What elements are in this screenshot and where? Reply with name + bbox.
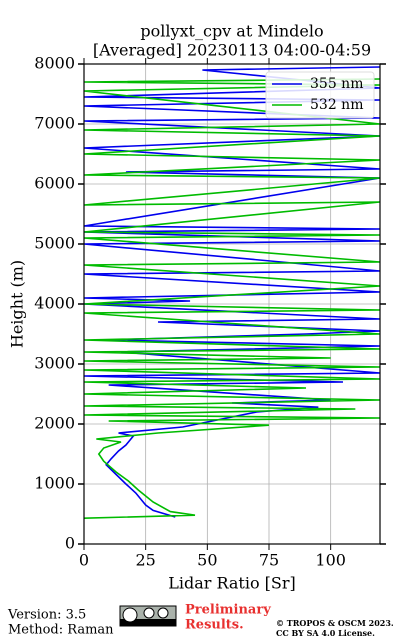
x-tick-label: 75 (259, 551, 279, 570)
license-text: CC BY SA 4.0 License. (276, 628, 375, 638)
plot-frame (83, 63, 381, 545)
y-axis-label: Height (m) (8, 260, 27, 348)
y-tick-label: 7000 (34, 114, 75, 133)
chart-title: pollyxt_cpv at Mindelo (140, 22, 323, 41)
y-tick-label: 2000 (34, 414, 75, 433)
results-text: Results. (185, 618, 244, 633)
preliminary-text: Preliminary (185, 603, 271, 618)
chart-subtitle: [Averaged] 20230113 04:00-04:59 (93, 41, 371, 60)
legend-label: 355 nm (310, 76, 363, 92)
x-tick-label: 100 (315, 551, 346, 570)
method-text: Method: Raman (8, 623, 114, 638)
x-tick-label: 0 (79, 551, 89, 570)
copyright-text: © TROPOS & OSCM 2023. (276, 618, 394, 628)
x-axis-label: Lidar Ratio [Sr] (168, 574, 296, 593)
y-tick-label: 8000 (34, 54, 75, 73)
version-text: Version: 3.5 (7, 608, 86, 623)
legend-label: 532 nm (310, 97, 363, 113)
y-tick-label: 0 (65, 534, 75, 553)
profile-line (84, 78, 380, 519)
x-tick-label: 50 (197, 551, 217, 570)
y-tick-label: 4000 (34, 294, 75, 313)
x-tick-label: 25 (135, 551, 155, 570)
plot-lines (84, 66, 380, 519)
cc-logo (119, 605, 177, 627)
y-tick-label: 1000 (34, 474, 75, 493)
y-tick-label: 5000 (34, 234, 75, 253)
y-tick-label: 3000 (34, 354, 75, 373)
y-tick-label: 6000 (34, 174, 75, 193)
